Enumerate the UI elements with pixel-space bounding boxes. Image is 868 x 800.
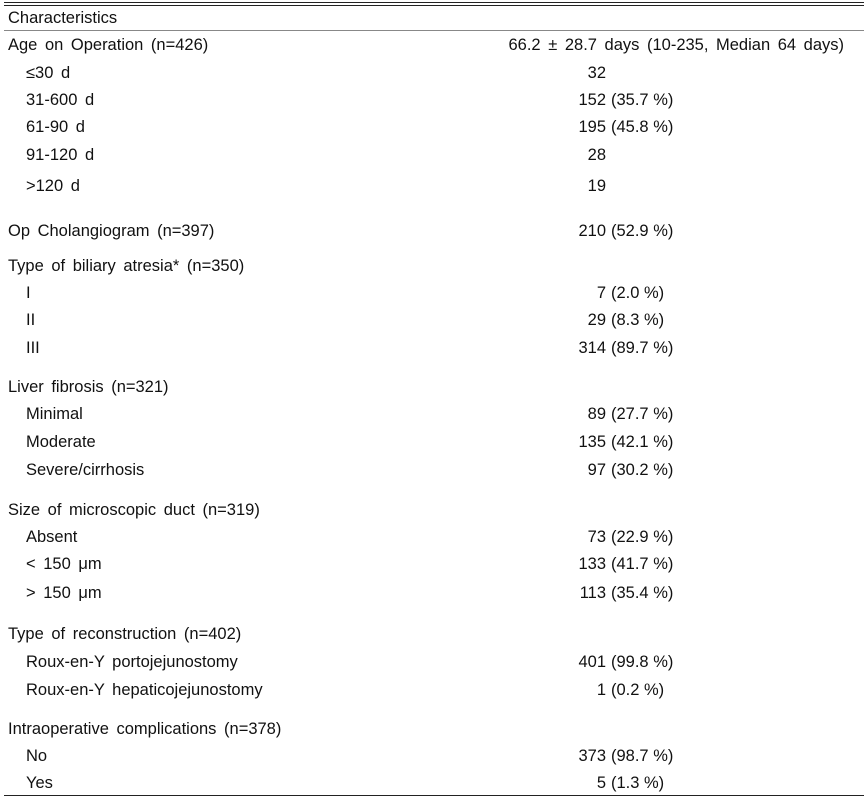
table-row: II 29 (8.3 %) [4,309,864,331]
row-count: 5 [596,774,606,792]
row-percent: (42.1 %) [611,433,674,451]
table-row: 91-120 d 28 [4,144,864,166]
row-label: III [26,339,40,357]
row-value: 66.2 ± 28.7 days (10-235, Median 64 days… [508,36,845,54]
table-row: Intraoperative complications (n=378) [4,718,864,740]
table-row: Moderate 135 (42.1 %) [4,431,864,453]
row-percent: (98.7 %) [611,747,674,765]
table-row: No 373 (98.7 %) [4,745,864,767]
row-label: 91-120 d [26,146,95,164]
table-row: 31-600 d 152 (35.7 %) [4,89,864,111]
row-label: Roux-en-Y portojejunostomy [26,653,238,671]
row-percent: (45.8 %) [611,118,674,136]
table-row: ≤30 d 32 [4,62,864,84]
row-label: I [26,284,31,302]
row-percent: (35.7 %) [611,91,674,109]
row-percent: (0.2 %) [611,681,665,699]
table-row: Type of biliary atresia* (n=350) [4,255,864,277]
row-count: 373 [578,747,606,765]
row-label: Type of biliary atresia* (n=350) [8,257,245,275]
table-row: III 314 (89.7 %) [4,337,864,359]
row-label: > 150 μm [26,584,102,602]
row-label: Minimal [26,405,83,423]
row-label: ≤30 d [26,64,71,82]
bottom-rule [4,795,864,796]
row-label: < 150 μm [26,555,102,573]
row-label: Op Cholangiogram (n=397) [8,222,215,240]
row-label: Severe/cirrhosis [26,461,145,479]
row-count: 28 [587,146,606,164]
table-row: Absent 73 (22.9 %) [4,526,864,548]
characteristics-table: Characteristics Age on Operation (n=426)… [4,0,864,797]
row-label: Absent [26,528,78,546]
row-count: 135 [578,433,606,451]
table-row: Minimal 89 (27.7 %) [4,403,864,425]
row-label: Roux-en-Y hepaticojejunostomy [26,681,263,699]
table-row: >120 d 19 [4,175,864,197]
row-label: Size of microscopic duct (n=319) [8,501,260,519]
table-row: Roux-en-Y hepaticojejunostomy 1 (0.2 %) [4,679,864,701]
row-count: 1 [596,681,606,699]
table-row: < 150 μm 133 (41.7 %) [4,553,864,575]
row-label: Type of reconstruction (n=402) [8,625,242,643]
table-row-age: Age on Operation (n=426) 66.2 ± 28.7 day… [4,34,864,56]
row-count: 401 [578,653,606,671]
table-row: Roux-en-Y portojejunostomy 401 (99.8 %) [4,651,864,673]
header-rule [4,30,864,31]
row-percent: (52.9 %) [611,222,674,240]
table-row: Type of reconstruction (n=402) [4,623,864,645]
row-count: 314 [578,339,606,357]
row-count: 113 [579,584,606,602]
row-count: 19 [587,177,606,195]
row-percent: (22.9 %) [611,528,674,546]
row-count: 73 [587,528,606,546]
table-row: I 7 (2.0 %) [4,282,864,304]
row-percent: (99.8 %) [611,653,674,671]
row-count: 210 [578,222,606,240]
top-rule-inner [4,5,864,6]
row-percent: (30.2 %) [611,461,674,479]
row-percent: (1.3 %) [611,774,665,792]
row-label: 31-600 d [26,91,95,109]
row-label: II [26,311,36,329]
row-count: 195 [578,118,606,136]
row-label: >120 d [26,177,80,195]
row-percent: (27.7 %) [611,405,674,423]
row-percent: (35.4 %) [611,584,674,602]
row-label: 61-90 d [26,118,85,136]
row-label: Age on Operation (n=426) [8,36,209,54]
table-row: 61-90 d 195 (45.8 %) [4,116,864,138]
top-rule [4,2,864,3]
row-label: No [26,747,48,765]
row-percent: (2.0 %) [611,284,665,302]
table-row: Size of microscopic duct (n=319) [4,499,864,521]
row-percent: (89.7 %) [611,339,674,357]
table-row: > 150 μm 113 (35.4 %) [4,582,864,604]
row-count: 152 [578,91,606,109]
row-count: 32 [587,64,606,82]
row-count: 133 [578,555,606,573]
row-percent: (41.7 %) [611,555,674,573]
row-label: Liver fibrosis (n=321) [8,378,169,396]
row-label: Intraoperative complications (n=378) [8,720,282,738]
table-header: Characteristics [8,9,118,27]
row-count: 29 [587,311,606,329]
row-label: Moderate [26,433,96,451]
row-count: 7 [596,284,606,302]
row-count: 97 [587,461,606,479]
row-percent: (8.3 %) [611,311,665,329]
table-row: Liver fibrosis (n=321) [4,376,864,398]
table-row: Severe/cirrhosis 97 (30.2 %) [4,459,864,481]
table-row: Yes 5 (1.3 %) [4,772,864,794]
row-count: 89 [587,405,606,423]
table-row: Op Cholangiogram (n=397) 210 (52.9 %) [4,220,864,242]
row-label: Yes [26,774,53,792]
